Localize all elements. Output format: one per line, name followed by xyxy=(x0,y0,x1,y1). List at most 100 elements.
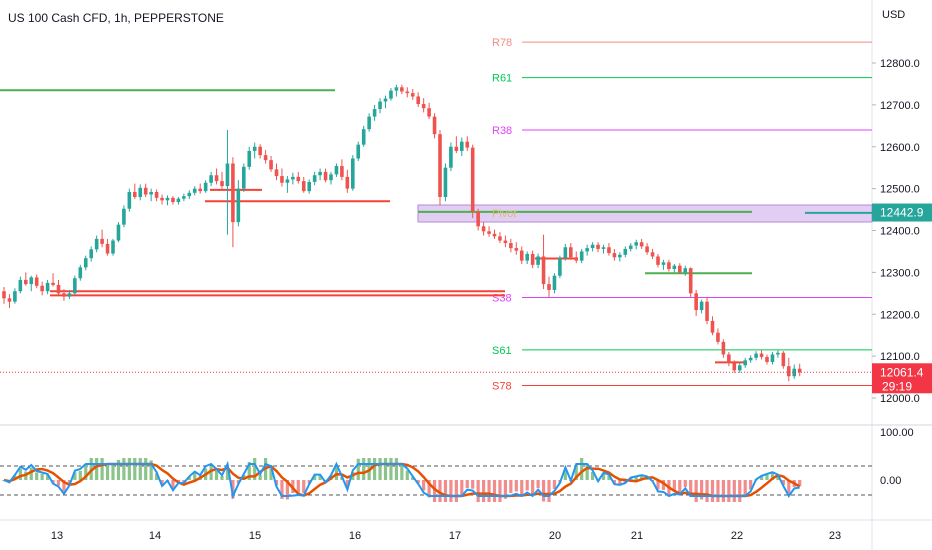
osc-histogram-bar xyxy=(482,480,486,502)
candle xyxy=(78,264,83,281)
candle-body xyxy=(541,256,546,285)
candle-body xyxy=(7,298,12,302)
time-tick-label: 23 xyxy=(829,530,841,542)
osc-histogram-bar xyxy=(416,480,420,484)
candle xyxy=(460,137,464,156)
candle-body xyxy=(432,116,437,135)
osc-histogram-bar xyxy=(781,480,785,485)
candle-body xyxy=(231,163,235,223)
candle xyxy=(62,289,66,301)
candle-body xyxy=(514,248,519,251)
osc-histogram-bar xyxy=(607,475,611,480)
osc-histogram-bar xyxy=(738,480,742,502)
candle xyxy=(400,84,404,94)
candle-body xyxy=(334,166,339,175)
osc-histogram-bar xyxy=(411,477,415,480)
osc-histogram-bar xyxy=(236,480,240,484)
candle-body xyxy=(596,244,600,249)
candle-body xyxy=(89,249,93,259)
candle-body xyxy=(710,320,715,333)
candle-body xyxy=(62,293,66,297)
candle-body xyxy=(236,188,241,223)
candle-body xyxy=(754,353,758,358)
osc-histogram-bar xyxy=(721,480,725,502)
candle xyxy=(367,113,371,132)
osc-histogram-bar xyxy=(612,480,616,484)
candle-body xyxy=(154,191,159,198)
osc-histogram-bar xyxy=(514,480,518,492)
candle xyxy=(296,171,301,184)
candle xyxy=(438,130,442,206)
candle-body xyxy=(351,158,355,189)
candle-body xyxy=(650,252,655,257)
candle-body xyxy=(220,181,224,187)
osc-histogram-bar xyxy=(749,480,753,490)
candle xyxy=(776,350,780,358)
candle xyxy=(509,238,513,253)
osc-tick-label: 100.00 xyxy=(880,427,914,439)
time-tick-label: 17 xyxy=(449,530,461,542)
candle xyxy=(607,243,611,256)
candle-body xyxy=(487,231,491,234)
candle-body xyxy=(356,144,361,159)
candle-body xyxy=(149,191,153,195)
candle-body xyxy=(781,352,786,367)
candle xyxy=(252,142,257,159)
candle xyxy=(192,186,197,196)
candle xyxy=(45,279,50,295)
candle-body xyxy=(345,176,350,189)
candle xyxy=(612,248,617,261)
candle-body xyxy=(176,198,181,203)
candle xyxy=(2,287,6,304)
candle xyxy=(301,176,306,193)
candle xyxy=(596,242,600,253)
osc-histogram-bar xyxy=(427,480,431,498)
candle-body xyxy=(34,277,39,286)
osc-histogram-bar xyxy=(700,480,704,500)
candle xyxy=(100,229,104,248)
candle xyxy=(73,275,77,295)
time-axis-ticks[interactable]: 13 14 15 16 17 20 21 22 23 xyxy=(51,530,841,542)
candle-body xyxy=(209,175,213,183)
candle xyxy=(421,98,426,113)
candle-body xyxy=(105,243,110,254)
candle xyxy=(683,265,688,276)
candle xyxy=(481,222,486,236)
candle xyxy=(242,163,246,192)
candle-body xyxy=(509,243,513,249)
osc-histogram-bar xyxy=(547,480,551,502)
candle xyxy=(743,357,747,368)
candle-body xyxy=(612,253,617,258)
candle xyxy=(231,157,235,248)
candle xyxy=(340,159,344,181)
candle-body xyxy=(727,354,731,363)
candle-body xyxy=(601,247,606,249)
osc-histogram-bar xyxy=(182,480,186,483)
candle-body xyxy=(18,279,23,292)
price-tick-label: 12200.0 xyxy=(880,309,920,321)
candle-body xyxy=(133,191,137,197)
candle xyxy=(525,251,529,264)
osc-histogram-bar xyxy=(116,460,121,480)
price-tick-label: 12300.0 xyxy=(880,267,920,279)
candle-body xyxy=(498,236,502,241)
candle-body xyxy=(372,109,377,117)
candle xyxy=(661,259,666,270)
osc-histogram-bar xyxy=(220,476,224,480)
price-axis-ticks[interactable]: 12800.0 12700.0 12600.0 12500.0 12400.0 12300… xyxy=(872,58,920,405)
candle xyxy=(220,171,224,189)
candle xyxy=(787,357,791,382)
osc-histogram-bar xyxy=(689,480,693,497)
candle xyxy=(13,288,17,304)
candle xyxy=(487,226,491,237)
candle-body xyxy=(291,176,295,180)
candle-body xyxy=(770,354,775,362)
fib-levels: R78 R61 R38 Pivot S38 S61 S78 xyxy=(492,37,872,392)
candle xyxy=(154,189,159,202)
candle xyxy=(133,183,137,200)
pivot-zone xyxy=(417,204,873,223)
candle xyxy=(111,238,115,256)
osc-histogram-bar xyxy=(591,472,595,480)
